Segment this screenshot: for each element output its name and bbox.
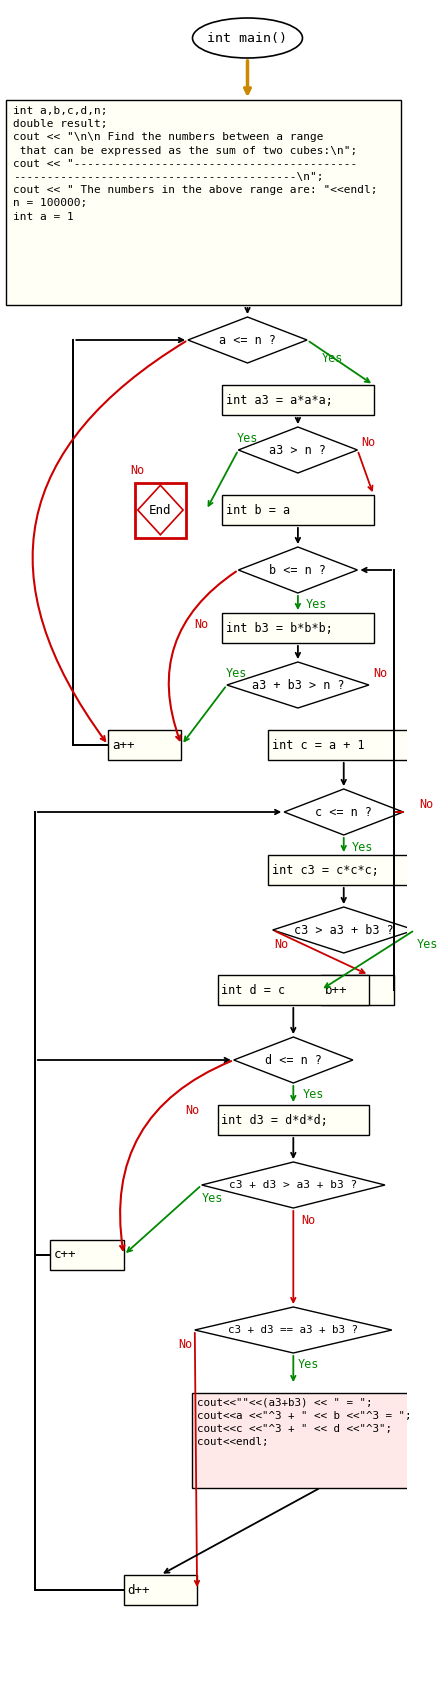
FancyBboxPatch shape (218, 1105, 369, 1135)
Polygon shape (195, 1307, 392, 1353)
Text: No: No (275, 938, 289, 950)
Text: No: No (373, 666, 387, 680)
Text: c3 + d3 == a3 + b3 ?: c3 + d3 == a3 + b3 ? (228, 1324, 358, 1334)
Text: Yes: Yes (417, 938, 438, 950)
FancyBboxPatch shape (135, 482, 186, 538)
Text: Yes: Yes (202, 1193, 223, 1206)
FancyBboxPatch shape (6, 100, 400, 305)
Polygon shape (284, 790, 403, 835)
Text: d <= n ?: d <= n ? (265, 1053, 322, 1066)
Text: int b3 = b*b*b;: int b3 = b*b*b; (226, 621, 333, 634)
Text: b <= n ?: b <= n ? (270, 563, 326, 577)
Text: int a,b,c,d,n;
double result;
cout << "\n\n Find the numbers between a range
 th: int a,b,c,d,n; double result; cout << "\… (13, 106, 377, 221)
Text: cout<<""<<(a3+b3) << " = ";
cout<<a <<"^3 + " << b <<"^3 = ";
cout<<c <<"^3 + " : cout<<""<<(a3+b3) << " = "; cout<<a <<"^… (197, 1397, 412, 1447)
Text: End: End (149, 503, 172, 516)
FancyBboxPatch shape (268, 855, 419, 886)
Text: c3 > a3 + b3 ?: c3 > a3 + b3 ? (294, 923, 393, 936)
FancyBboxPatch shape (222, 385, 373, 415)
Polygon shape (238, 547, 357, 594)
Text: No: No (361, 435, 376, 449)
FancyBboxPatch shape (124, 1576, 197, 1604)
Text: No: No (419, 798, 433, 810)
Text: int d3 = d*d*d;: int d3 = d*d*d; (222, 1113, 328, 1127)
FancyBboxPatch shape (108, 730, 182, 761)
Text: a3 + b3 > n ?: a3 + b3 > n ? (252, 678, 344, 692)
Polygon shape (188, 317, 307, 363)
Text: b++: b++ (325, 984, 347, 997)
Ellipse shape (193, 19, 302, 57)
Text: int main(): int main() (207, 32, 287, 44)
Text: No: No (301, 1213, 315, 1226)
FancyBboxPatch shape (222, 494, 373, 525)
Text: a3 > n ?: a3 > n ? (270, 444, 326, 457)
Text: Yes: Yes (305, 599, 327, 611)
Polygon shape (138, 486, 183, 535)
FancyBboxPatch shape (268, 730, 419, 761)
Text: Yes: Yes (303, 1088, 324, 1102)
Text: No: No (194, 619, 209, 631)
Text: Yes: Yes (297, 1358, 319, 1372)
Polygon shape (273, 908, 415, 953)
Text: int b = a: int b = a (226, 503, 290, 516)
Text: c++: c++ (54, 1248, 76, 1262)
Polygon shape (234, 1038, 353, 1083)
Polygon shape (227, 661, 369, 709)
Text: No: No (178, 1338, 193, 1351)
Text: a <= n ?: a <= n ? (219, 334, 276, 346)
Text: c <= n ?: c <= n ? (315, 805, 372, 818)
Text: a++: a++ (112, 739, 135, 751)
Text: int a3 = a*a*a;: int a3 = a*a*a; (226, 393, 333, 407)
Polygon shape (202, 1162, 385, 1208)
Text: int c3 = c*c*c;: int c3 = c*c*c; (272, 864, 379, 877)
FancyBboxPatch shape (321, 975, 394, 1005)
Text: Yes: Yes (351, 840, 373, 854)
Text: No: No (185, 1103, 200, 1117)
Text: d++: d++ (127, 1584, 150, 1596)
Polygon shape (238, 427, 357, 472)
FancyBboxPatch shape (51, 1240, 124, 1270)
Text: Yes: Yes (322, 351, 343, 364)
Text: c3 + d3 > a3 + b3 ?: c3 + d3 > a3 + b3 ? (229, 1179, 357, 1189)
FancyBboxPatch shape (222, 612, 373, 643)
FancyBboxPatch shape (193, 1392, 444, 1488)
Text: Yes: Yes (226, 666, 247, 680)
Text: int d = c: int d = c (222, 984, 285, 997)
Text: Yes: Yes (237, 432, 258, 444)
Text: int c = a + 1: int c = a + 1 (272, 739, 365, 751)
Text: No: No (131, 464, 145, 476)
FancyBboxPatch shape (218, 975, 369, 1005)
